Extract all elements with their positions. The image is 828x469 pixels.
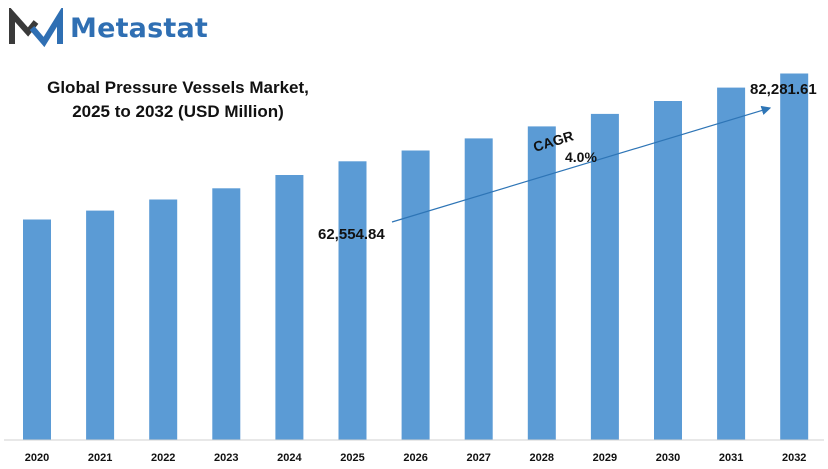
chart-title: Global Pressure Vessels Market, 2025 to …	[18, 76, 338, 124]
x-tick-label: 2024	[277, 452, 302, 464]
bar-2029	[590, 113, 619, 441]
brand-logo: Metastat	[8, 8, 208, 48]
bar-2020	[23, 219, 51, 440]
x-tick-label: 2030	[656, 452, 680, 464]
chart-title-line-1: Global Pressure Vessels Market,	[47, 78, 309, 97]
x-tick-label: 2027	[466, 452, 490, 464]
bar-2025	[338, 161, 367, 441]
end-value-label: 82,281.61	[750, 81, 817, 98]
bar-2032	[780, 73, 809, 440]
brand-name: Metastat	[70, 12, 209, 44]
x-tick-label: 2025	[340, 452, 364, 464]
cagr-value-label: 4.0%	[565, 149, 597, 165]
x-tick-label: 2026	[403, 452, 427, 464]
start-value-label: 62,554.84	[318, 226, 385, 243]
bar-2030	[654, 101, 682, 440]
bar-2023	[212, 188, 241, 440]
bar-2026	[401, 150, 430, 440]
x-tick-label: 2022	[151, 452, 175, 464]
bar-2024	[275, 175, 304, 440]
x-tick-label: 2032	[782, 452, 806, 464]
x-tick-label: 2020	[25, 452, 49, 464]
bar-2028	[527, 126, 556, 441]
x-tick-label: 2029	[593, 452, 617, 464]
x-tick-label: 2023	[214, 452, 238, 464]
bar-2027	[464, 138, 493, 440]
x-tick-label: 2028	[530, 452, 554, 464]
metastat-m-logo-icon	[9, 8, 63, 48]
cagr-trend-arrow	[391, 105, 772, 223]
bar-2021	[86, 210, 115, 440]
bar-2031	[717, 87, 746, 440]
x-tick-label: 2031	[719, 452, 743, 464]
bar-2022	[149, 199, 178, 440]
x-tick-label: 2021	[88, 452, 112, 464]
chart-title-line-2: 2025 to 2032 (USD Million)	[72, 102, 284, 121]
